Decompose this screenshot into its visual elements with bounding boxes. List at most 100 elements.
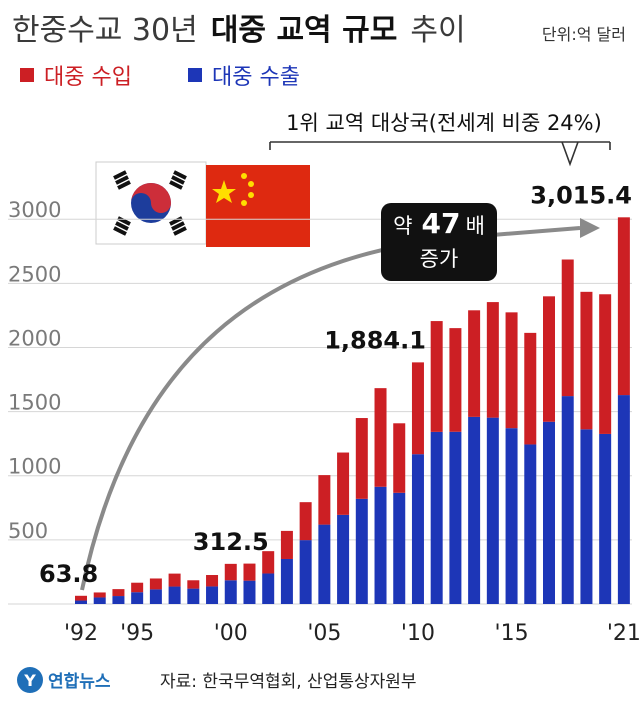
bar-export [449, 431, 462, 604]
bar-export [599, 433, 612, 604]
bar-export [374, 486, 387, 604]
y-tick-label: 1000 [8, 455, 61, 479]
bar-export [243, 580, 256, 604]
bar-export [486, 417, 499, 604]
bar-import [561, 259, 574, 397]
bar-export [617, 395, 630, 604]
callout-bracket [269, 141, 611, 167]
x-axis-ticks: '92 '95 '00 '05 '10 '15 '21 [64, 621, 640, 646]
bar-export [168, 586, 181, 604]
source-note: 자료: 한국무역협회, 산업통상자원부 [160, 672, 417, 692]
y-axis-ticks: 500 1000 1500 2000 2500 3000 [8, 198, 61, 543]
title-bold: 대중 교역 규모 [211, 13, 398, 48]
legend-label-import: 대중 수입 [44, 65, 132, 90]
legend-swatch-import [20, 68, 34, 82]
bar-import [131, 582, 144, 593]
bar-export [505, 428, 518, 604]
data-label: 63.8 [39, 560, 98, 588]
bar-import [187, 580, 200, 589]
china-flag-icon [206, 165, 310, 247]
bar-import [524, 332, 537, 445]
korea-flag-icon [95, 161, 207, 245]
bar-export [280, 558, 293, 604]
bar-export [468, 416, 481, 604]
logo-icon [17, 667, 43, 693]
bar-import [337, 452, 350, 515]
x-tick-label: '15 [495, 621, 529, 646]
increase-line1: 약 47 배 [393, 207, 485, 240]
bar-import [224, 563, 237, 581]
bar-export [131, 592, 144, 604]
callout-text: 1위 교역 대상국(전세계 비중 24%) [286, 111, 602, 135]
data-label: 3,015.4 [530, 181, 632, 209]
bar-import [393, 423, 406, 493]
unit-label: 단위:억 달러 [542, 25, 626, 44]
bar-export [543, 421, 555, 604]
bar-import [149, 578, 162, 590]
bar-import [468, 310, 481, 417]
bar-import [505, 312, 518, 429]
bar-import [262, 551, 275, 574]
title-tail: 추이 [410, 13, 465, 48]
page-title: 한중수교 30년 대중 교역 규모 추이 [12, 13, 466, 48]
bar-export [580, 429, 593, 604]
x-tick-label: '10 [401, 621, 435, 646]
bar-export [93, 597, 106, 604]
x-tick-label: '21 [607, 621, 640, 646]
bar-import [430, 321, 443, 432]
growth-arrowhead [580, 218, 600, 238]
x-tick-label: '05 [307, 621, 341, 646]
growth-arrow [80, 226, 581, 591]
data-label: 1,884.1 [324, 326, 426, 354]
bar-export [224, 580, 237, 604]
bar-import [75, 595, 87, 601]
bar-export [393, 492, 406, 604]
bar-import [543, 296, 555, 422]
bar-import [299, 502, 312, 541]
bar-export [561, 396, 574, 604]
title-light: 한중수교 30년 [12, 13, 198, 48]
news-logo: Y 연합뉴스 [17, 667, 111, 693]
x-tick-label: '00 [214, 621, 248, 646]
y-tick-label: 2000 [8, 326, 61, 350]
bar-import [93, 592, 106, 598]
bar-import [580, 291, 593, 430]
bar-export [262, 573, 275, 604]
y-tick-label: 500 [8, 519, 48, 543]
y-tick-label: 3000 [8, 198, 61, 222]
bar-import [168, 573, 181, 587]
y-tick-label: 2500 [8, 262, 61, 286]
legend-swatch-export [188, 68, 202, 82]
data-labels: 63.8 312.5 1,884.1 3,015.4 [39, 181, 632, 587]
bar-export [75, 600, 87, 604]
increase-line2: 증가 [420, 247, 459, 271]
bar-import [355, 418, 368, 499]
x-tick-label: '92 [64, 621, 98, 646]
data-label: 312.5 [193, 528, 269, 556]
bar-export [430, 431, 443, 604]
bar-import [449, 328, 462, 432]
x-tick-label: '95 [120, 621, 154, 646]
bar-export [318, 524, 331, 604]
bar-export [149, 589, 162, 604]
bar-export [299, 540, 312, 604]
bar-import [280, 530, 293, 559]
logo-text: 연합뉴스 [48, 671, 111, 692]
increase-badge: 약 47 배 증가 [381, 203, 497, 281]
bar-export [206, 586, 219, 604]
bar-import [486, 302, 499, 418]
bar-import [617, 217, 630, 396]
bar-export [411, 454, 424, 604]
bar-import [599, 294, 612, 434]
bar-import [411, 362, 424, 455]
bar-export [187, 588, 200, 604]
bar-import [243, 563, 256, 581]
bar-import [374, 388, 387, 487]
bar-export [112, 596, 125, 604]
bar-import [206, 575, 219, 587]
bar-export [337, 514, 350, 604]
svg-text:Y: Y [23, 671, 36, 690]
y-tick-label: 1500 [8, 391, 61, 415]
